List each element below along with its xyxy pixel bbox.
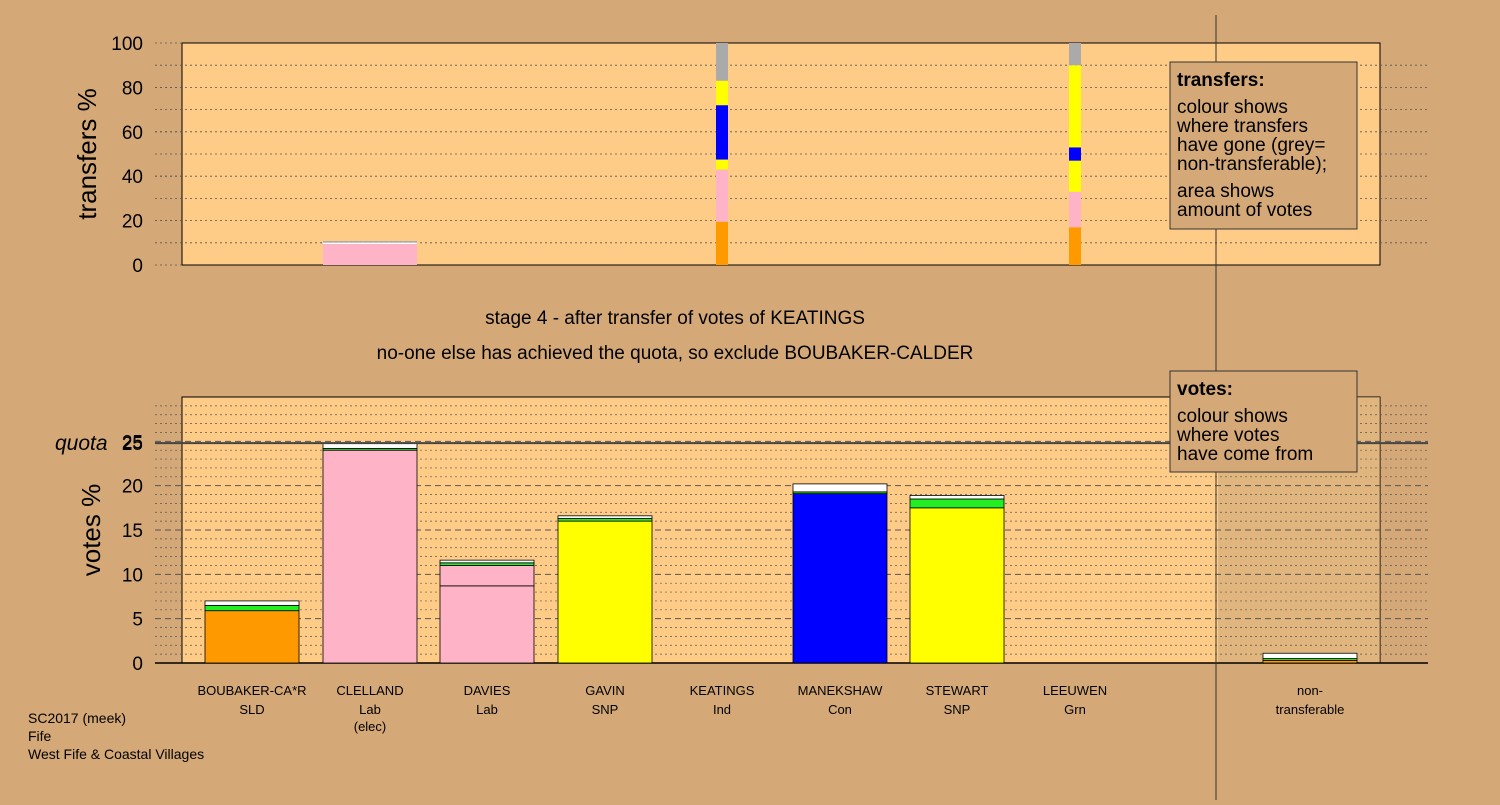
transfers-legend-line: colour shows <box>1177 97 1288 118</box>
vote-segment <box>322 449 418 664</box>
vote-segment <box>909 495 1005 500</box>
candidate-party: SNP <box>592 702 619 717</box>
quota-tick-label: 25 <box>122 434 143 455</box>
transfers-y-ticks: 0 20 40 60 80 100 <box>111 34 182 277</box>
vote-segment <box>439 559 535 564</box>
transfers-legend-line: area shows <box>1177 181 1274 202</box>
transfers-legend-title: transfers: <box>1177 70 1265 91</box>
candidate-name: STEWART <box>926 683 989 698</box>
votes-legend-line: colour shows <box>1177 406 1288 427</box>
vote-segment <box>439 585 535 664</box>
votes-tick-label: 15 <box>122 521 143 542</box>
candidate-party: Lab <box>476 702 498 717</box>
transfer-segment <box>323 242 417 244</box>
votes-legend-title: votes: <box>1177 379 1233 400</box>
candidate-name: MANEKSHAW <box>798 683 883 698</box>
votes-legend-box <box>1169 370 1358 473</box>
candidate-party: SLD <box>239 702 264 717</box>
vote-segment <box>439 565 535 587</box>
transfer-segment <box>1069 147 1081 161</box>
candidate-name: GAVIN <box>585 683 625 698</box>
vote-segment <box>1262 652 1358 659</box>
transfers-legend-box <box>1169 61 1358 230</box>
transfers-tick-label: 20 <box>122 212 143 233</box>
votes-tick-label: 5 <box>132 610 143 631</box>
candidate-name: BOUBAKER-CA*R <box>197 683 306 698</box>
transfers-legend-line: have gone (grey= <box>1177 135 1325 156</box>
candidate-name: KEATINGS <box>690 683 755 698</box>
candidate-name: DAVIES <box>464 683 511 698</box>
transfers-legend-line: amount of votes <box>1177 200 1312 221</box>
transfer-segment <box>323 241 417 243</box>
transfer-segment <box>1069 160 1081 192</box>
transfers-legend-line: non-transferable); <box>1177 154 1327 175</box>
transfers-legend-line: where transfers <box>1176 116 1308 137</box>
vote-segment <box>909 507 1005 664</box>
transfers-bars <box>323 43 1081 265</box>
transfer-segment <box>1069 43 1081 66</box>
transfer-segment <box>716 105 728 160</box>
votes-legend: votes: colour shows where votes have com… <box>1169 370 1358 473</box>
candidate-party: Grn <box>1064 702 1086 717</box>
stage-text: stage 4 - after transfer of votes of KEA… <box>485 308 865 329</box>
votes-y-label: votes % <box>76 484 106 577</box>
transfers-tick-label: 40 <box>122 167 143 188</box>
transfer-segment <box>716 159 728 170</box>
candidate-party: Lab <box>359 702 381 717</box>
vote-segment <box>909 498 1005 509</box>
votes-tick-label: 10 <box>122 565 143 586</box>
transfer-segment <box>716 80 728 106</box>
candidate-labels: BOUBAKER-CA*R SLD CLELLAND Lab (elec) DAVIES L… <box>197 683 1344 734</box>
transfer-segment <box>1069 65 1081 148</box>
transfer-segment <box>716 43 728 81</box>
quota-label: quota <box>55 432 108 455</box>
transfer-segment <box>716 169 728 222</box>
vote-segment <box>792 493 888 664</box>
votes-tick-label: 0 <box>132 654 143 675</box>
transfer-segment <box>323 243 417 265</box>
vote-segment <box>204 610 300 664</box>
transfers-tick-label: 0 <box>132 256 143 277</box>
vote-segment <box>792 483 888 493</box>
decision-text: no-one else has achieved the quota, so e… <box>377 343 974 364</box>
candidate-name: non- <box>1297 683 1323 698</box>
vote-segment <box>204 604 300 612</box>
candidate-party: Ind <box>713 702 731 717</box>
votes-legend-line: have come from <box>1177 444 1313 465</box>
transfers-tick-label: 60 <box>122 123 143 144</box>
votes-tick-label: 25 <box>122 432 143 453</box>
candidate-note: (elec) <box>354 719 387 734</box>
footer-line: Fife <box>28 728 52 744</box>
footer-line: West Fife & Coastal Villages <box>28 746 204 762</box>
votes-y-ticks: 0 5 10 15 20 25 <box>122 432 143 675</box>
votes-legend-line: where votes <box>1176 425 1279 446</box>
vote-segment <box>557 515 653 519</box>
transfers-tick-label: 100 <box>111 34 143 55</box>
candidate-party: transferable <box>1276 702 1345 717</box>
transfers-tick-label: 80 <box>122 78 143 99</box>
transfers-legend: transfers: colour shows where transfers … <box>1169 61 1358 230</box>
candidate-party: Con <box>828 702 852 717</box>
transfer-segment <box>716 221 728 265</box>
votes-bars <box>204 442 1358 664</box>
transfer-segment <box>1069 227 1081 265</box>
footer-line: SC2017 (meek) <box>28 710 126 726</box>
transfer-segment <box>1069 191 1081 228</box>
candidate-name: LEEUWEN <box>1043 683 1107 698</box>
votes-tick-label: 20 <box>122 477 143 498</box>
candidate-party: SNP <box>944 702 971 717</box>
vote-segment <box>557 520 653 664</box>
vote-segment <box>204 600 300 606</box>
transfers-y-label: transfers % <box>72 88 102 220</box>
candidate-name: CLELLAND <box>336 683 403 698</box>
